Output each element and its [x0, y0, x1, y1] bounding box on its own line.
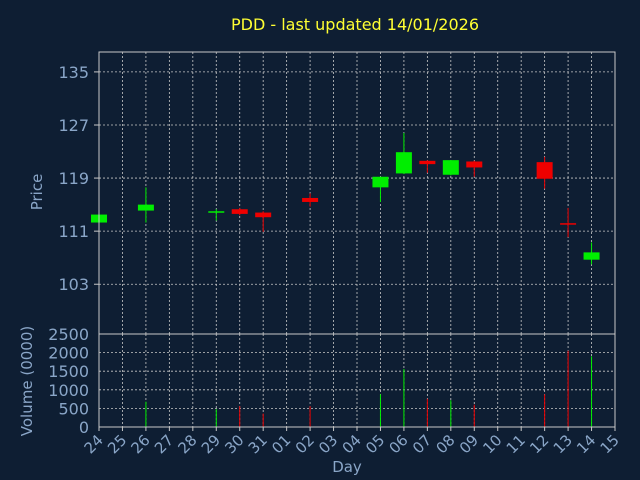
volume-axis-label: Volume (0000): [18, 326, 36, 436]
x-tick-label: 13: [550, 431, 576, 457]
x-tick-label: 11: [503, 431, 529, 457]
x-tick-label: 05: [362, 431, 388, 457]
volume-tick-label: 1500: [48, 362, 89, 381]
candle-body: [395, 152, 412, 174]
price-axis-label: Price: [28, 174, 46, 211]
candle-body: [208, 211, 225, 213]
candle-body: [302, 197, 319, 202]
candle-body: [255, 212, 272, 218]
volume-tick-label: 500: [58, 399, 89, 418]
x-tick-label: 10: [479, 431, 505, 457]
price-tick-label: 127: [58, 116, 89, 135]
volume-bars: [145, 350, 593, 427]
volume-tick-label: 2500: [48, 325, 89, 344]
x-tick-label: 26: [128, 431, 154, 457]
x-tick-label: 15: [597, 431, 623, 457]
x-tick-label: 14: [573, 431, 599, 457]
price-tick-label: 103: [58, 275, 89, 294]
volume-tick-label: 0: [79, 418, 89, 437]
volume-grid: [99, 334, 615, 427]
price-grid: [94, 52, 615, 334]
candle-body: [372, 176, 389, 188]
x-tick-label: 01: [268, 431, 294, 457]
candle-body: [466, 161, 483, 168]
price-tick-label: 135: [58, 63, 89, 82]
x-tick-label: 08: [432, 431, 458, 457]
candle-body: [536, 162, 553, 179]
x-tick-label: 25: [104, 431, 130, 457]
x-tick-label: 12: [526, 431, 552, 457]
price-tick-label: 119: [58, 169, 89, 188]
x-tick-label: 07: [409, 431, 435, 457]
volume-panel-frame: [98, 333, 616, 428]
volume-tick-label: 1000: [48, 381, 89, 400]
candle-body: [231, 209, 248, 214]
candle-body: [560, 223, 577, 225]
x-tick-labels: 2425262728293031010203040506070809101112…: [81, 427, 623, 457]
x-tick-label: 31: [245, 431, 271, 457]
x-tick-label: 29: [198, 431, 224, 457]
candle-body: [137, 204, 154, 211]
x-tick-label: 03: [315, 431, 341, 457]
x-tick-label: 06: [386, 431, 412, 457]
price-tick-label: 111: [58, 222, 89, 241]
candle-body: [583, 252, 600, 260]
x-tick-label: 28: [174, 431, 200, 457]
volume-tick-label: 2000: [48, 344, 89, 363]
candles: [91, 132, 600, 265]
price-y-tick-labels: 103 111 119 127 135: [58, 63, 89, 294]
candle-body: [442, 160, 459, 175]
x-axis-label: Day: [332, 458, 362, 476]
x-tick-label: 02: [292, 431, 318, 457]
chart-title: PDD - last updated 14/01/2026: [231, 15, 479, 34]
x-tick-label: 27: [151, 431, 177, 457]
x-tick-label: 30: [221, 431, 247, 457]
x-tick-label: 04: [339, 431, 365, 457]
x-tick-label: 09: [456, 431, 482, 457]
candle-body: [419, 160, 436, 165]
